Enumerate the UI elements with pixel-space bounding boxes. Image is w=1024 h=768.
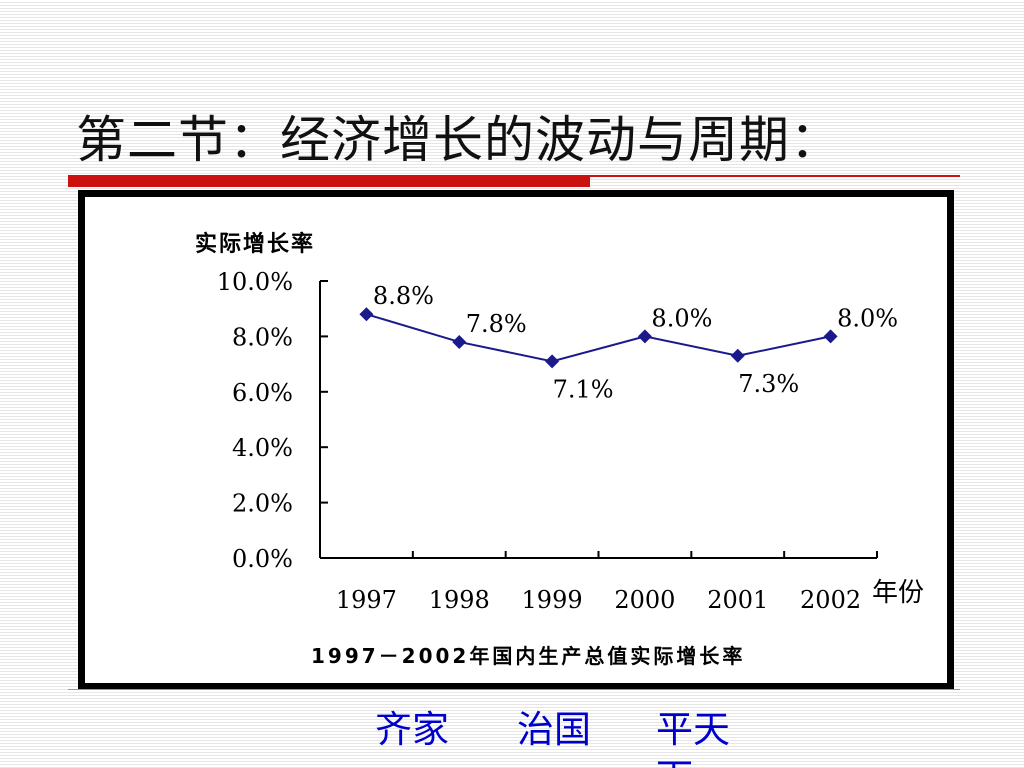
data-point-marker	[730, 348, 745, 363]
x-tick-label: 2002	[800, 586, 861, 614]
footer-link-2[interactable]: 治国	[517, 708, 591, 751]
chart-caption: 1997－2002年国内生产总值实际增长率	[311, 644, 746, 668]
data-label: 8.0%	[651, 304, 712, 332]
bottom-divider	[68, 689, 960, 690]
y-tick-label: 4.0%	[232, 434, 293, 462]
footer: 齐家 治国 平天下	[0, 706, 1024, 768]
data-label: 7.1%	[553, 375, 614, 403]
y-tick-label: 0.0%	[232, 545, 293, 573]
chart-frame	[78, 190, 954, 690]
y-tick-label: 6.0%	[232, 379, 293, 407]
y-tick-label: 8.0%	[232, 323, 293, 351]
x-tick-label: 2001	[707, 586, 768, 614]
data-labels: 8.8% 7.8% 7.1% 8.0% 7.3% 8.0%	[373, 282, 898, 403]
footer-link-1[interactable]: 齐家	[375, 708, 449, 751]
data-label: 7.3%	[738, 370, 799, 398]
data-point-marker	[452, 334, 467, 349]
slide-title: 第二节：经济增长的波动与周期：	[76, 111, 841, 169]
data-point-marker	[823, 329, 838, 344]
y-tick-label: 10.0%	[217, 268, 293, 296]
data-point-marker	[637, 329, 652, 344]
data-point-marker	[359, 307, 374, 322]
title-accent-bar	[68, 175, 590, 187]
data-label: 7.8%	[466, 310, 527, 338]
series-line	[366, 313, 831, 363]
data-markers	[359, 307, 838, 369]
y-axis-title: 实际增长率	[195, 232, 316, 257]
x-tick-label: 1999	[522, 586, 583, 614]
data-point-marker	[545, 354, 560, 369]
x-ticks: 1997 1998 1999 2000 2001 2002	[336, 551, 878, 614]
x-axis-title: 年份	[872, 578, 924, 608]
x-tick-label: 2000	[614, 586, 675, 614]
footer-link-3[interactable]: 平天下	[656, 708, 730, 768]
x-tick-label: 1998	[429, 586, 490, 614]
data-label: 8.8%	[373, 282, 434, 310]
y-tick-label: 2.0%	[232, 490, 293, 518]
data-label: 8.0%	[837, 304, 898, 332]
y-ticks: 0.0% 2.0% 4.0% 6.0% 8.0% 10.0%	[217, 268, 328, 573]
x-tick-label: 1997	[336, 586, 397, 614]
